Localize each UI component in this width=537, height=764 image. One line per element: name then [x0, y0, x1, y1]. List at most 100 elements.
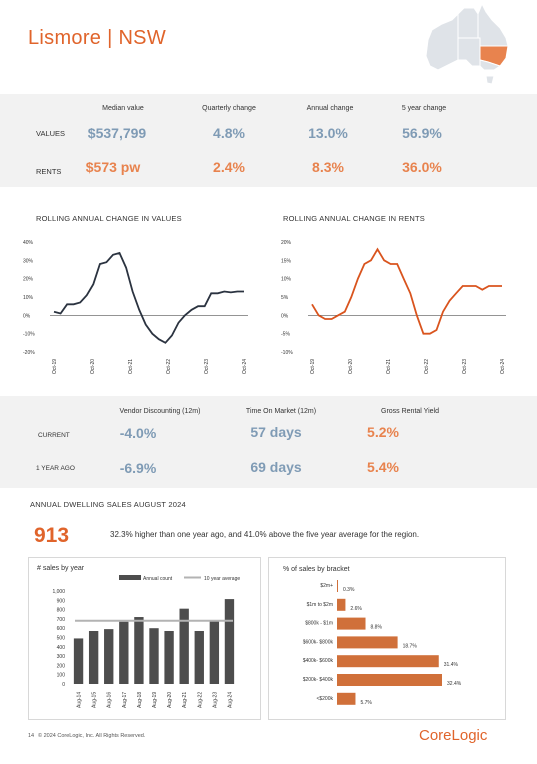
values-quarterly-change: 4.8% — [213, 125, 245, 141]
rents-x-tick: Oct-22 — [424, 359, 430, 374]
bracket-value-label: 5.7% — [360, 700, 372, 706]
bracket-bar — [337, 580, 338, 592]
header-median-value: Median value — [102, 105, 144, 112]
sales-x-tick: Aug-17 — [122, 692, 128, 708]
sales-by-year-panel: # sales by year Annual count 10 year avera… — [28, 557, 261, 720]
page-number: 14 — [28, 733, 35, 739]
sales-y-tick: 1,000 — [52, 589, 65, 595]
sales-by-bracket-panel: % of sales by bracket $2m+ 0.3% $1m to $2m 2… — [268, 557, 506, 720]
rents-y-tick: 10% — [281, 277, 292, 283]
map-wa — [425, 12, 459, 71]
bracket-category-label: $200k- $400k — [303, 677, 334, 683]
sales-x-tick: Aug-15 — [92, 692, 98, 708]
sales-bar — [119, 621, 129, 684]
rents-quarterly-change: 2.4% — [213, 159, 245, 175]
summary-panel — [0, 94, 537, 187]
sales-y-tick: 300 — [57, 654, 66, 660]
sales-bar — [194, 630, 204, 684]
header-gross-rental-yield: Gross Rental Yield — [381, 408, 439, 415]
sales-chart-title: # sales by year — [37, 565, 85, 572]
values-5-year-change: 56.9% — [402, 125, 442, 141]
prior-gross-rental-yield: 5.4% — [367, 459, 399, 475]
bracket-bar — [337, 598, 346, 611]
sales-y-tick: 500 — [57, 636, 66, 642]
bracket-value-label: 2.6% — [350, 606, 362, 612]
values-y-tick: 10% — [23, 295, 34, 301]
bracket-category-label: $1m to $2m — [307, 602, 333, 608]
sales-x-tick: Aug-23 — [212, 692, 218, 708]
sales-x-tick: Aug-14 — [77, 692, 83, 708]
bracket-category-label: $2m+ — [320, 583, 333, 589]
prior-time-on-market: 69 days — [250, 459, 302, 475]
sales-x-tick: Aug-21 — [182, 692, 188, 708]
rents-series-line — [311, 247, 502, 335]
rents-x-tick: Oct-24 — [500, 359, 506, 374]
median-value: $537,799 — [87, 125, 147, 141]
rents-line-chart: 20% 15% 10% 5% 0% -5% -10% Oct-19 Oct-20 Oct-21 Oc… — [281, 240, 506, 374]
sales-bar — [209, 620, 220, 684]
sales-bar — [164, 630, 174, 684]
sales-bar — [73, 638, 84, 684]
sales-y-tick: 800 — [57, 608, 66, 614]
sales-bar — [224, 599, 235, 684]
map-qld — [477, 2, 509, 47]
header-quarterly-change: Quarterly change — [202, 105, 256, 112]
market-panel — [0, 396, 537, 488]
copyright: © 2024 CoreLogic, Inc. All Rights Reserv… — [38, 733, 146, 739]
sales-bar — [104, 629, 114, 684]
values-x-tick: Oct-23 — [204, 359, 210, 374]
legend-annual-count-swatch — [119, 575, 141, 580]
sales-y-tick: 900 — [57, 598, 66, 604]
values-annual-change: 13.0% — [308, 125, 348, 141]
rents-x-tick: Oct-20 — [348, 359, 354, 374]
prior-vendor-discounting: -6.9% — [119, 460, 157, 476]
current-vendor-discounting: -4.0% — [119, 425, 157, 441]
sales-y-tick: 100 — [57, 673, 66, 679]
rents-chart-title: ROLLING ANNUAL CHANGE IN RENTS — [283, 214, 425, 223]
sales-y-tick: 600 — [57, 626, 66, 632]
row-label-rents: RENTS — [36, 167, 62, 176]
sales-by-year-chart: # sales by year Annual count 10 year avera… — [37, 565, 240, 708]
map-tas — [485, 75, 495, 85]
sales-x-tick: Aug-20 — [167, 692, 173, 708]
bracket-value-label: 8.8% — [371, 625, 383, 631]
sales-y-tick: 200 — [57, 663, 66, 669]
bracket-category-label: <$200k — [316, 696, 333, 702]
sales-description: 32.3% higher than one year ago, and 41.0… — [110, 530, 420, 539]
bracket-bar — [337, 655, 439, 668]
map-sa — [457, 37, 481, 67]
bracket-bar — [337, 617, 366, 630]
page-title: Lismore | NSW — [28, 27, 167, 49]
values-x-tick: Oct-19 — [52, 359, 58, 374]
values-y-tick: 30% — [23, 258, 34, 264]
sales-x-tick: Aug-22 — [197, 692, 203, 708]
corelogic-logo: CoreLogic — [419, 727, 488, 744]
sales-bar — [179, 608, 189, 684]
row-label-values: VALUES — [36, 129, 66, 138]
sales-bar — [134, 617, 144, 684]
values-y-tick: 20% — [23, 277, 34, 283]
values-y-tick: 40% — [23, 240, 34, 246]
current-time-on-market: 57 days — [250, 424, 302, 440]
sales-y-tick: 0 — [62, 682, 65, 688]
bracket-value-label: 0.3% — [343, 587, 355, 593]
sales-x-tick: Aug-24 — [227, 692, 233, 708]
sales-x-tick: Aug-16 — [107, 692, 113, 708]
rents-x-tick: Oct-21 — [386, 359, 392, 374]
bracket-bar — [337, 692, 356, 705]
header-time-on-market: Time On Market (12m) — [245, 408, 317, 415]
values-x-tick: Oct-22 — [166, 359, 172, 374]
rents-x-tick: Oct-19 — [310, 359, 316, 374]
values-y-tick: -20% — [23, 350, 35, 356]
bracket-bar — [337, 674, 442, 686]
bracket-bar — [337, 636, 398, 649]
rents-y-tick: -10% — [281, 350, 293, 356]
sales-y-tick: 700 — [57, 617, 66, 623]
rents-y-tick: 15% — [281, 258, 292, 264]
rents-x-tick: Oct-23 — [462, 359, 468, 374]
values-x-tick: Oct-24 — [242, 359, 248, 374]
rents-annual-change: 8.3% — [312, 159, 344, 175]
rents-y-tick: 5% — [281, 295, 289, 301]
values-line-chart: 40% 30% 20% 10% 0% -10% -20% Oct-19 Oct-20 Oct-21… — [23, 240, 248, 374]
sales-x-tick: Aug-18 — [137, 692, 143, 708]
